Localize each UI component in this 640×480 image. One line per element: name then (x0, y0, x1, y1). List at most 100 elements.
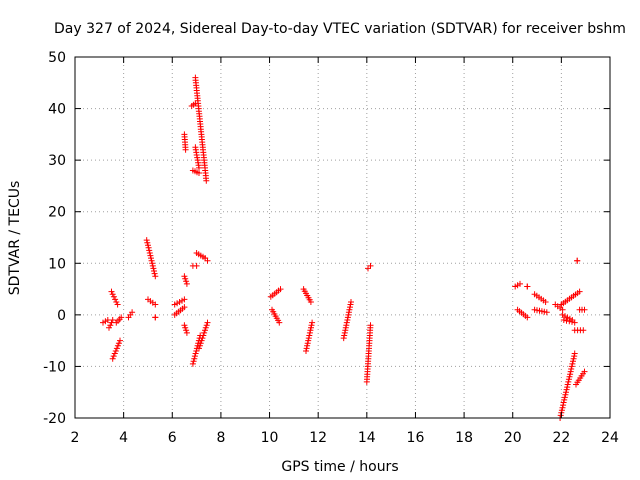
data-point (561, 394, 568, 401)
y-tick-label: -10 (43, 359, 66, 375)
data-point (190, 358, 197, 365)
data-point (343, 319, 350, 326)
data-points (100, 74, 588, 421)
y-tick-label: 40 (48, 102, 66, 118)
data-point (193, 348, 200, 354)
y-tick-label: 20 (48, 205, 66, 221)
data-point (181, 273, 188, 280)
data-point (108, 288, 115, 295)
data-point (109, 355, 116, 362)
data-point (566, 318, 573, 325)
data-point (565, 378, 572, 385)
data-point (576, 288, 583, 295)
data-point (196, 170, 202, 176)
x-tick-label: 24 (601, 430, 619, 446)
data-point (183, 280, 190, 287)
data-point (543, 309, 550, 316)
data-point (189, 360, 196, 367)
data-point (181, 296, 188, 303)
data-point (152, 273, 159, 280)
data-point (308, 322, 315, 329)
data-point (106, 324, 112, 331)
data-point (201, 329, 208, 336)
data-point (200, 332, 207, 339)
data-point (571, 319, 578, 326)
data-point (109, 317, 116, 323)
data-point (146, 250, 153, 256)
data-point (570, 355, 577, 362)
data-point (145, 244, 152, 251)
data-point (182, 146, 189, 153)
data-point (204, 319, 211, 326)
data-point (348, 299, 354, 305)
data-point (110, 353, 117, 360)
data-point (277, 286, 284, 293)
x-tick-label: 14 (358, 430, 376, 446)
data-point (191, 355, 198, 362)
x-tick-label: 8 (216, 430, 225, 446)
data-point (107, 322, 114, 329)
data-point (183, 278, 190, 285)
x-tick-label: 6 (168, 430, 177, 446)
data-point (524, 283, 531, 290)
data-point (563, 317, 570, 324)
data-point (581, 368, 588, 375)
x-tick-label: 10 (261, 430, 279, 446)
data-point (196, 342, 203, 349)
data-point (202, 324, 209, 331)
data-point (563, 389, 569, 396)
x-tick-label: 4 (119, 430, 128, 446)
data-point (559, 306, 566, 313)
data-point (307, 299, 314, 305)
data-point (151, 270, 158, 277)
data-point (183, 329, 190, 336)
data-point (143, 237, 150, 244)
data-point (570, 358, 576, 365)
data-point (306, 332, 313, 339)
data-point (191, 353, 198, 360)
x-tick-labels: 2 4 6 8 10 12 14 16 18 20 22 24 (71, 430, 619, 446)
data-point (181, 304, 188, 311)
data-point (367, 262, 374, 269)
data-point (346, 306, 353, 313)
y-tick-label: -20 (43, 411, 66, 427)
data-point (181, 322, 188, 329)
data-point (149, 260, 156, 267)
data-point (117, 337, 123, 344)
x-tick-label: 18 (455, 430, 473, 446)
data-point (196, 345, 202, 352)
y-tick-label: 0 (57, 308, 66, 324)
plot-frame (74, 56, 611, 419)
data-point (196, 164, 202, 171)
data-point (112, 348, 119, 354)
data-point (113, 345, 120, 352)
x-tick-label: 2 (71, 430, 80, 446)
data-point (152, 314, 159, 321)
y-axis-label: SDTVAR / TECUs (7, 181, 23, 296)
data-point (304, 342, 311, 349)
data-point (542, 299, 549, 305)
y-tick-label: 30 (48, 153, 66, 169)
data-point (303, 348, 309, 354)
data-point (151, 268, 157, 274)
data-point (110, 293, 117, 300)
data-point (580, 327, 587, 334)
y-tick-label: 50 (48, 50, 66, 66)
grid (75, 57, 610, 418)
data-point (569, 318, 575, 325)
data-point (568, 366, 575, 372)
data-point (581, 306, 588, 313)
x-tick-label: 20 (504, 430, 522, 446)
data-point (569, 360, 576, 367)
data-point (112, 296, 119, 303)
data-point (204, 257, 211, 264)
data-point (559, 404, 566, 411)
data-point (276, 319, 283, 326)
data-point (115, 340, 122, 347)
x-axis-label: GPS time / hours (281, 459, 398, 475)
y-tick-label: 10 (48, 256, 66, 272)
data-point (557, 412, 564, 419)
data-point (564, 381, 571, 388)
